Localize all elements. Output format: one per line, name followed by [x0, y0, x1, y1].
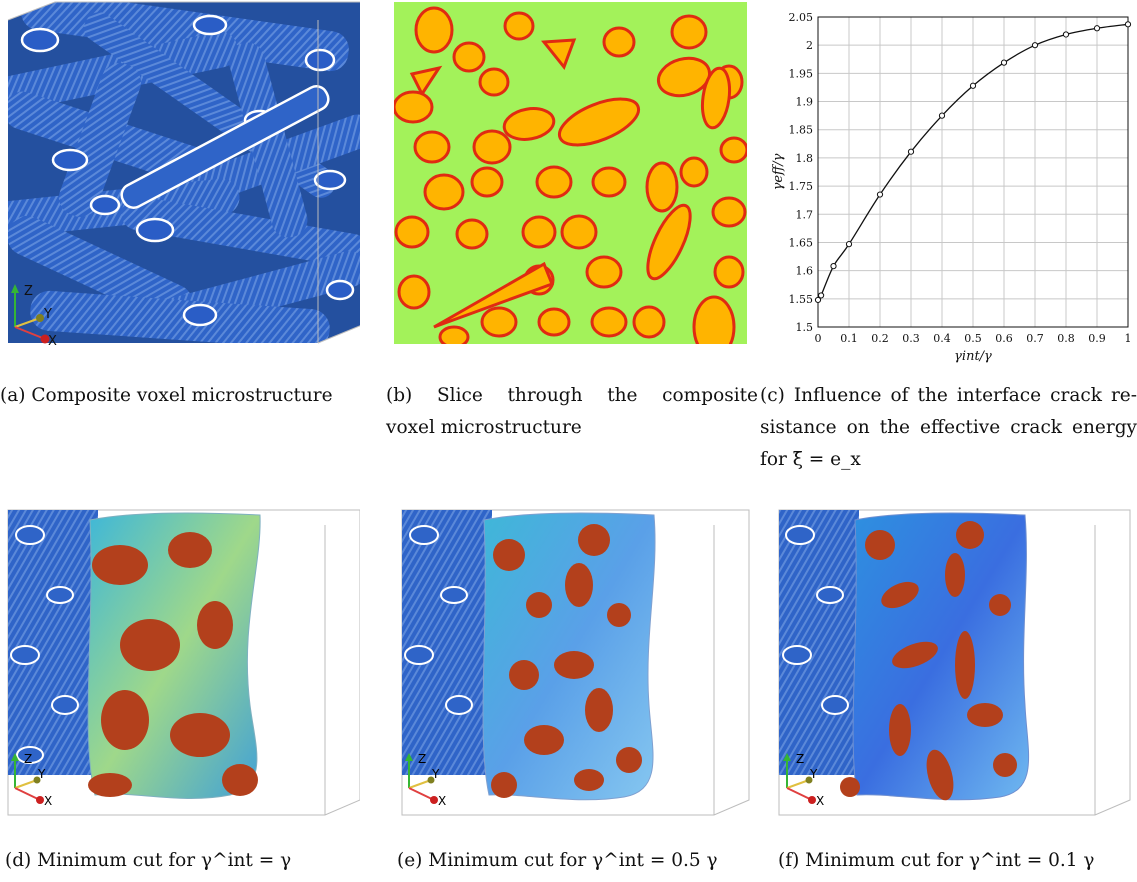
caption-c-line2: sistance on the effective crack energy	[760, 417, 1137, 438]
panel-c-chart: 0 0.1 0.2 0.3 0.4 0.5 0.6 0.7 0.8 0.9 1 1.5 1.55 1.6…	[760, 0, 1137, 370]
data-point	[1031, 42, 1039, 49]
caption-d-text: (d) Minimum cut for γ^int = γ	[5, 850, 292, 871]
y-tick-label: 1.5	[796, 321, 814, 334]
data-point	[969, 82, 977, 89]
caption-e-text: (e) Minimum cut for γ^int = 0.5 γ	[397, 850, 718, 871]
caption-f: (f) Minimum cut for γ^int = 0.1 γ	[778, 845, 1137, 877]
y-tick-label: 1.75	[789, 180, 814, 193]
x-tick-label: 0.2	[871, 332, 889, 345]
axis-label-z: Z	[24, 284, 33, 299]
chart-grid	[817, 16, 1129, 328]
panel-f-minimum-cut: Z Y X	[775, 505, 1135, 820]
caption-c-line3: for ξ̄ = e_x	[760, 449, 861, 470]
x-tick-label: 0	[815, 332, 822, 345]
axes-triad-a: Z Y X	[11, 284, 57, 345]
x-tick-label: 0.5	[964, 332, 982, 345]
y-tick-label: 1.95	[789, 67, 814, 80]
caption-a-text: (a) Composite voxel microstructure	[0, 385, 333, 406]
panel-e-minimum-cut: Z Y X	[394, 505, 754, 820]
x-tick-label: 0.8	[1057, 332, 1075, 345]
caption-b-line1: (b) Slice through the composite	[386, 385, 758, 406]
data-point	[814, 296, 822, 304]
x-axis-label: γint/γ	[954, 349, 992, 364]
x-tick-label: 1	[1125, 332, 1132, 345]
x-tick-label: 0.7	[1026, 332, 1044, 345]
axis-label-y: Y	[43, 307, 52, 322]
axis-label-z: Z	[24, 752, 32, 766]
caption-c-line1: (c) Influence of the interface crack re-	[760, 385, 1137, 406]
data-point	[876, 191, 884, 198]
y-tick-labels: 1.5 1.55 1.6 1.65 1.7 1.75 1.8 1.85 1.9 1.95 2 2.05	[789, 11, 814, 334]
data-point	[1062, 31, 1070, 38]
x-tick-label: 0.4	[933, 332, 951, 345]
plot-frame	[817, 16, 1129, 328]
axes-triad-d: Z Y X	[11, 752, 52, 808]
panel-b-slice	[394, 2, 747, 344]
axis-label-x: X	[48, 334, 57, 345]
caption-f-text: (f) Minimum cut for γ^int = 0.1 γ	[778, 850, 1095, 871]
axis-label-x: X	[44, 794, 52, 808]
fiber-cross-sections	[394, 6, 747, 344]
axes-triad-f: Z Y X	[783, 752, 824, 808]
axes-triad-e: Z Y X	[405, 752, 446, 808]
y-tick-label: 1.65	[789, 236, 814, 249]
y-tick-label: 1.7	[796, 208, 814, 221]
x-tick-label: 0.6	[995, 332, 1013, 345]
fiber-bundle-a	[8, 2, 360, 343]
x-tick-labels: 0 0.1 0.2 0.3 0.4 0.5 0.6 0.7 0.8 0.9 1	[815, 332, 1132, 345]
caption-a: (a) Composite voxel microstructure	[0, 380, 370, 412]
caption-b: (b) Slice through the composite voxel mi…	[386, 380, 758, 444]
x-tick-label: 0.1	[840, 332, 858, 345]
caption-e: (e) Minimum cut for γ^int = 0.5 γ	[397, 845, 767, 877]
data-point	[830, 263, 837, 270]
panel-d-minimum-cut: Z Y X	[0, 505, 360, 820]
y-tick-label: 1.6	[796, 265, 814, 278]
axis-label-x: X	[816, 794, 824, 808]
axis-label-y: Y	[809, 767, 818, 781]
caption-c: (c) Influence of the interface crack re-…	[760, 380, 1137, 476]
data-point	[1000, 59, 1008, 66]
y-tick-label: 1.8	[796, 152, 814, 165]
y-tick-label: 1.85	[789, 124, 814, 137]
y-tick-label: 2.05	[789, 11, 814, 24]
data-point	[907, 148, 915, 155]
y-axis-label: γeff/γ	[771, 153, 786, 190]
axis-label-y: Y	[37, 767, 46, 781]
panel-a-microstructure: Z Y X	[0, 0, 360, 345]
y-tick-label: 1.9	[796, 96, 814, 109]
effective-crack-energy-chart: 0 0.1 0.2 0.3 0.4 0.5 0.6 0.7 0.8 0.9 1 1.5 1.55 1.6…	[771, 11, 1132, 364]
axis-label-z: Z	[796, 752, 804, 766]
axis-label-z: Z	[418, 752, 426, 766]
y-tick-label: 1.55	[789, 293, 814, 306]
caption-b-line2: voxel microstructure	[386, 417, 582, 438]
x-tick-label: 0.3	[902, 332, 920, 345]
axis-label-y: Y	[431, 767, 440, 781]
data-point	[1124, 21, 1132, 28]
caption-d: (d) Minimum cut for γ^int = γ	[5, 845, 375, 877]
y-tick-label: 2	[806, 39, 813, 52]
data-point	[1093, 25, 1101, 32]
series-points	[814, 21, 1132, 304]
x-tick-label: 0.9	[1088, 332, 1106, 345]
data-point	[845, 241, 853, 248]
axis-label-x: X	[438, 794, 446, 808]
data-point	[938, 112, 946, 119]
data-point	[818, 292, 825, 299]
